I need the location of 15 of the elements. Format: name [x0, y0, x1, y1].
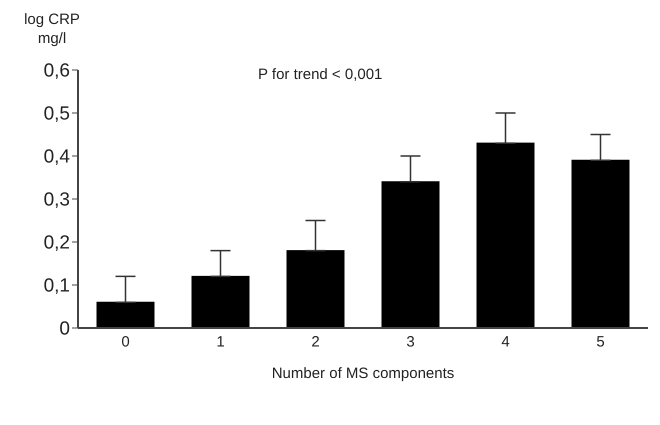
y-tick-label: 0,3 [44, 190, 70, 211]
x-tick-label: 0 [121, 334, 130, 351]
x-tick-label: 5 [596, 334, 605, 351]
y-axis-title: log CRP mg/l [23, 10, 81, 48]
annotation: P for trend < 0,001 [258, 66, 382, 83]
y-tick-label: 0,5 [44, 104, 70, 125]
y-tick-label: 0,2 [44, 232, 70, 254]
x-axis-title: Number of MS components [272, 365, 454, 382]
x-tick-label: 4 [501, 334, 510, 351]
y-tick-label: 0,1 [44, 276, 70, 297]
x-tick-label: 3 [406, 334, 415, 351]
y-tick-label: 0,4 [44, 146, 70, 168]
x-tick-label: 1 [216, 334, 225, 351]
y-tick-label: 0,6 [44, 60, 70, 82]
x-tick-label: 2 [311, 334, 320, 351]
